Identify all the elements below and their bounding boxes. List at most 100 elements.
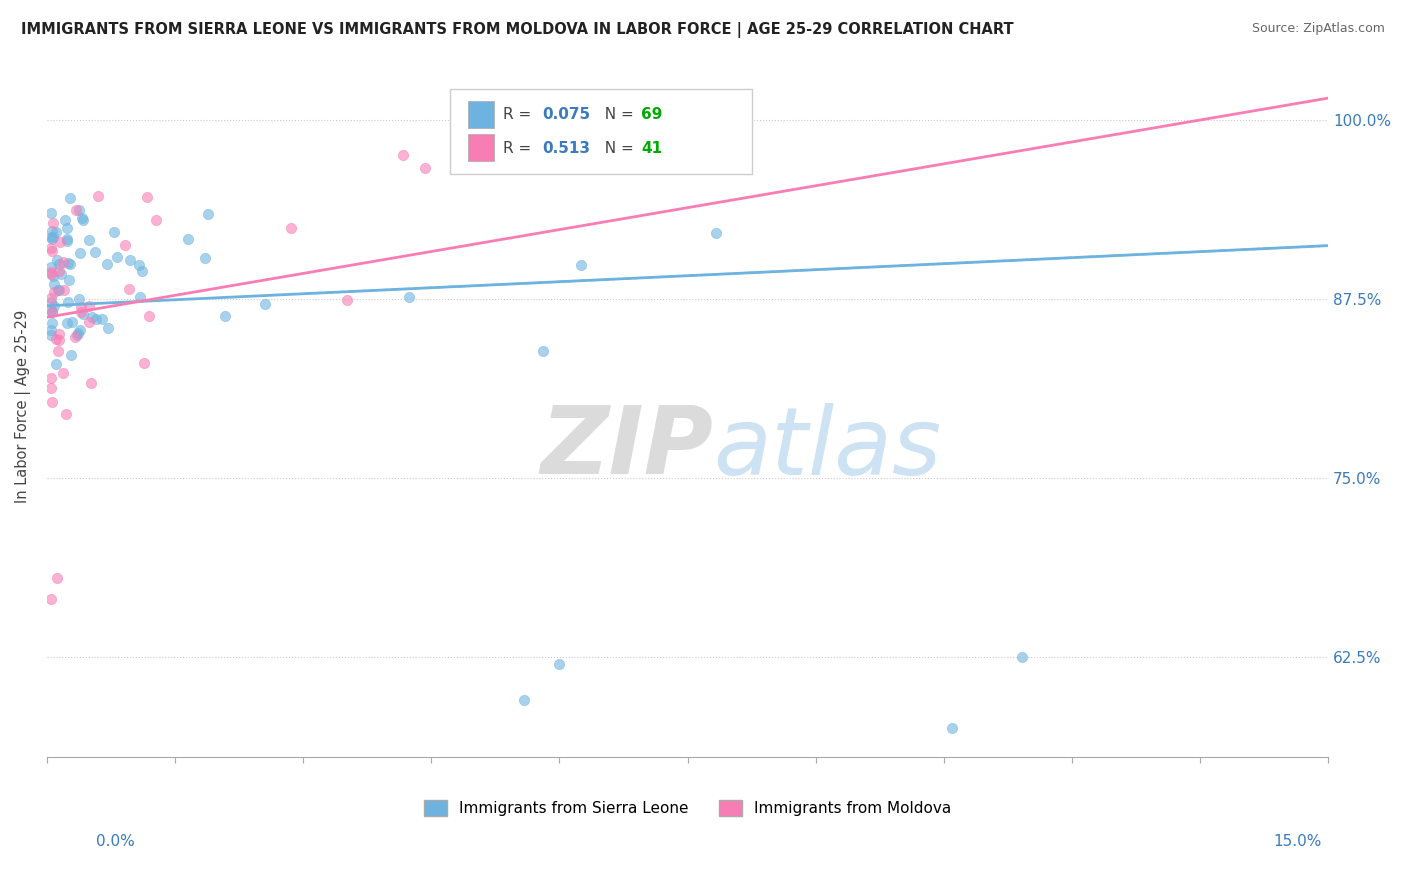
Point [46, 571, 69, 585]
Point [39, 370, 62, 384]
Point [55, 408, 77, 422]
Point [39, 323, 62, 337]
Point [941, 721, 963, 735]
Point [392, 148, 415, 162]
Point [41, 267, 63, 281]
Point [69, 245, 91, 260]
Point [69, 305, 91, 319]
Point [531, 344, 554, 359]
Point [77, 299, 100, 313]
Point [194, 251, 217, 265]
Point [45, 332, 67, 346]
Point [44, 277, 66, 292]
Point [135, 190, 157, 204]
Text: 15.0%: 15.0% [1274, 834, 1322, 849]
Point [214, 309, 236, 323]
Point [131, 264, 153, 278]
Point [41, 244, 63, 258]
Point [53, 213, 76, 227]
Point [48, 283, 70, 297]
Point [63, 330, 86, 344]
Point [42, 285, 65, 300]
Point [56, 317, 79, 331]
Point [84, 245, 107, 260]
Point [105, 250, 128, 264]
Point [53, 283, 76, 297]
Point [548, 657, 571, 671]
Text: R =: R = [503, 141, 537, 156]
Point [48, 264, 70, 278]
Point [72, 212, 94, 227]
Point [60, 315, 83, 329]
Point [56, 232, 79, 246]
Point [80, 376, 103, 391]
Text: 41: 41 [641, 141, 662, 156]
Point [128, 290, 150, 304]
Text: N =: N = [595, 107, 638, 122]
Point [96, 257, 118, 271]
Text: IMMIGRANTS FROM SIERRA LEONE VS IMMIGRANTS FROM MOLDOVA IN LABOR FORCE | AGE 25-: IMMIGRANTS FROM SIERRA LEONE VS IMMIGRAN… [21, 22, 1014, 38]
Point [41, 305, 63, 319]
Point [56, 221, 79, 235]
Point [48, 256, 70, 270]
Text: 0.513: 0.513 [543, 141, 591, 156]
Point [70, 211, 93, 225]
Point [59, 257, 82, 271]
Point [52, 366, 75, 380]
Point [138, 310, 160, 324]
Point [39, 303, 62, 318]
Text: atlas: atlas [713, 402, 942, 493]
Point [41, 316, 63, 330]
Point [41, 232, 63, 246]
Point [39, 265, 62, 279]
Point [39, 260, 62, 274]
Text: ZIP: ZIP [540, 402, 713, 494]
Point [67, 202, 90, 217]
Point [70, 300, 93, 314]
Point [197, 207, 219, 221]
Point [39, 328, 62, 343]
Text: Source: ZipAtlas.com: Source: ZipAtlas.com [1251, 22, 1385, 36]
Legend: Immigrants from Sierra Leone, Immigrants from Moldova: Immigrants from Sierra Leone, Immigrants… [423, 800, 952, 816]
Point [69, 323, 91, 337]
Point [66, 327, 89, 342]
Point [87, 189, 110, 203]
Point [58, 273, 80, 287]
Point [413, 161, 436, 175]
Y-axis label: In Labor Force | Age 25-29: In Labor Force | Age 25-29 [15, 310, 31, 503]
Point [120, 252, 142, 267]
Point [67, 292, 90, 306]
Point [39, 291, 62, 305]
Point [39, 381, 62, 395]
Point [84, 312, 107, 326]
Point [128, 258, 150, 272]
Point [41, 394, 63, 409]
Point [336, 293, 359, 307]
Point [39, 230, 62, 244]
Point [77, 234, 100, 248]
Point [39, 241, 62, 255]
Point [58, 295, 80, 310]
Point [1011, 649, 1033, 664]
Point [48, 327, 70, 342]
Point [56, 234, 79, 248]
Point [48, 283, 70, 297]
Point [253, 297, 276, 311]
Point [280, 221, 302, 235]
Point [65, 202, 87, 217]
Point [46, 344, 69, 359]
Point [90, 311, 112, 326]
Point [145, 212, 167, 227]
Point [49, 267, 72, 281]
Point [49, 235, 72, 249]
Point [67, 326, 90, 340]
Point [59, 348, 82, 362]
Point [56, 255, 79, 269]
Point [513, 692, 536, 706]
Point [704, 226, 727, 240]
Point [52, 254, 75, 268]
Point [569, 259, 592, 273]
Point [42, 269, 65, 284]
Point [77, 315, 100, 329]
Point [41, 229, 63, 244]
